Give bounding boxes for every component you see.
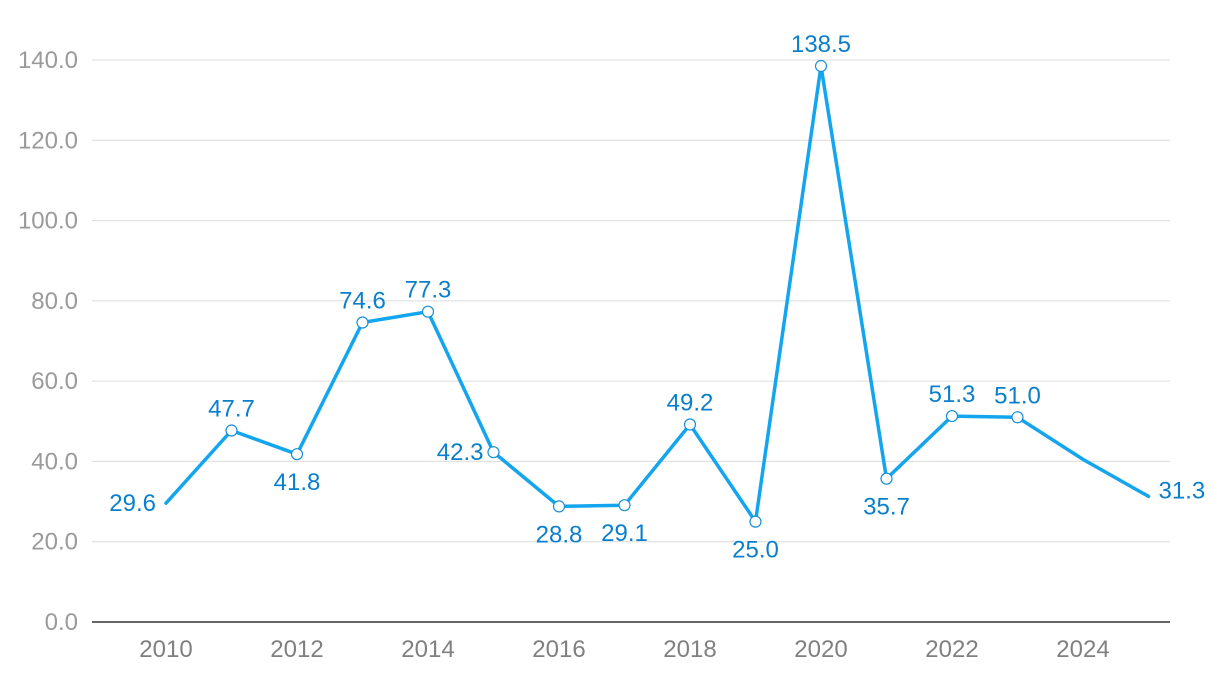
y-tick-label: 20.0: [31, 529, 78, 556]
data-label: 29.6: [109, 490, 156, 517]
data-point: [421, 305, 435, 318]
x-tick-label: 2018: [663, 636, 716, 663]
y-tick-label: 140.0: [18, 47, 78, 74]
x-tick-label: 2024: [1056, 636, 1109, 663]
x-tick-label: 2016: [532, 636, 585, 663]
y-tick-label: 60.0: [31, 368, 78, 395]
x-tick-label: 2014: [401, 636, 454, 663]
data-point: [225, 424, 238, 437]
data-point: [1011, 411, 1024, 424]
y-tick-label: 0.0: [45, 609, 78, 636]
data-label: 25.0: [732, 537, 779, 564]
y-tick-label: 100.0: [18, 208, 78, 235]
data-label: 49.2: [667, 389, 714, 416]
y-tick-label: 120.0: [18, 127, 78, 154]
data-point: [618, 499, 631, 512]
data-point: [945, 409, 959, 423]
x-tick-label: 2010: [139, 636, 192, 663]
x-axis-ticks: 2010 2012 2014 2016 2018 2020 2022 2024: [139, 636, 1109, 663]
y-axis-ticks: 0.0 20.0 40.0 60.0 80.0 100.0 120.0 140.0: [18, 47, 78, 636]
x-tick-label: 2022: [925, 636, 978, 663]
data-point: [356, 316, 369, 329]
data-labels: 29.6 47.7 41.8 74.6 77.3 42.3 28.8 29.1 49.2 25.0…: [109, 31, 1205, 564]
series-line: [164, 64, 1151, 524]
data-point: [290, 448, 304, 461]
data-label: 42.3: [437, 439, 484, 466]
data-label: 35.7: [863, 494, 910, 521]
data-label: 138.5: [791, 31, 851, 58]
data-label: 41.8: [274, 469, 321, 496]
x-tick-label: 2020: [794, 636, 847, 663]
data-label: 31.3: [1159, 477, 1206, 504]
data-label: 74.6: [339, 288, 386, 315]
data-label: 51.0: [994, 382, 1041, 409]
data-label: 28.8: [536, 521, 583, 548]
y-tick-label: 40.0: [31, 448, 78, 475]
x-tick-label: 2012: [270, 636, 323, 663]
y-tick-label: 80.0: [31, 288, 78, 315]
data-markers: [225, 59, 1024, 528]
data-point: [683, 418, 697, 431]
data-point: [552, 500, 566, 513]
data-label: 29.1: [601, 520, 648, 547]
data-point: [487, 446, 500, 459]
data-label: 77.3: [405, 277, 452, 304]
data-point: [814, 59, 828, 73]
data-point: [749, 515, 762, 528]
gridlines: [92, 59, 1170, 543]
data-label: 47.7: [208, 396, 255, 423]
data-label: 51.3: [929, 381, 976, 408]
data-point: [880, 472, 893, 485]
